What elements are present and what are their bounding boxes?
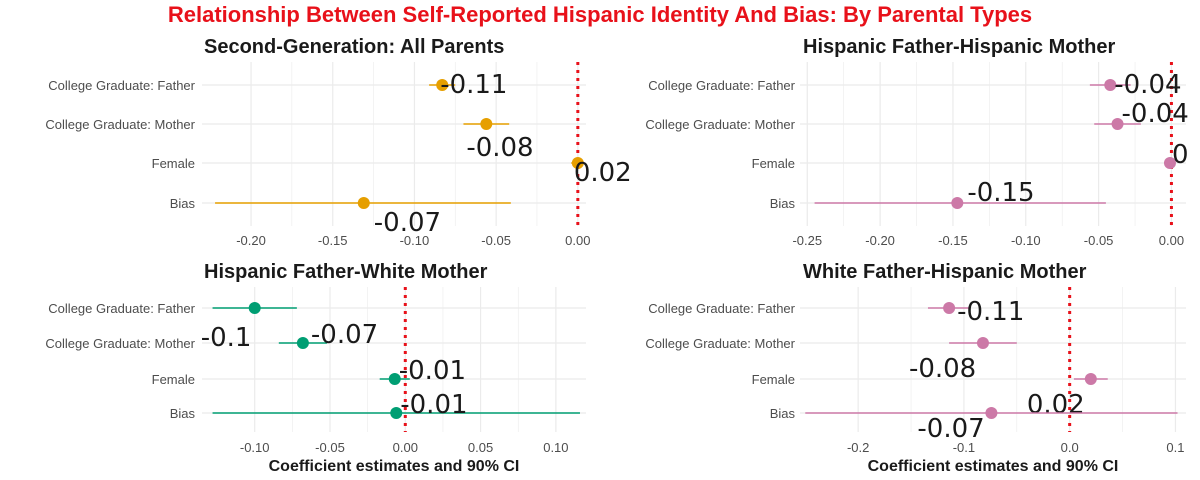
x-axis-label: Coefficient estimates and 90% CI xyxy=(868,458,1119,475)
y-tick-label: College Graduate: Father xyxy=(648,78,795,93)
x-tick-label: -0.15 xyxy=(318,233,348,248)
point-estimate xyxy=(1111,118,1124,130)
y-tick-label: College Graduate: Mother xyxy=(645,336,795,351)
y-tick-label: College Graduate: Father xyxy=(48,301,195,316)
data-label: -0.1 xyxy=(201,323,252,353)
point-estimate xyxy=(248,302,261,314)
data-label: -0.01 xyxy=(399,356,466,386)
data-label: -0.07 xyxy=(311,320,378,350)
x-tick-label: -0.05 xyxy=(1084,233,1114,248)
panel-title: Second-Generation: All Parents xyxy=(204,36,504,58)
x-tick-label: -0.10 xyxy=(240,440,270,455)
y-tick-label: Bias xyxy=(170,406,196,421)
point-estimate xyxy=(388,373,401,385)
x-tick-label: 0.0 xyxy=(1061,440,1079,455)
x-tick-label: 0.00 xyxy=(565,233,590,248)
y-tick-label: Bias xyxy=(770,406,796,421)
y-tick-label: Bias xyxy=(170,196,196,211)
point-estimate xyxy=(571,157,584,169)
x-tick-label: -0.25 xyxy=(792,233,822,248)
panel-4: White Father-Hispanic Mother College Grad… xyxy=(645,261,1186,475)
x-tick-label: -0.20 xyxy=(865,233,895,248)
point-estimate xyxy=(943,302,956,314)
data-label: 0 xyxy=(1172,140,1189,170)
point-estimate xyxy=(480,118,493,130)
y-tick-label: College Graduate: Mother xyxy=(645,117,795,132)
data-label: -0.04 xyxy=(1114,70,1181,100)
point-estimate xyxy=(1084,373,1097,385)
data-label: -0.08 xyxy=(909,354,976,384)
x-tick-label: -0.05 xyxy=(315,440,345,455)
panel-title: Hispanic Father-White Mother xyxy=(204,261,488,283)
x-tick-label: 0.1 xyxy=(1166,440,1184,455)
y-tick-label: Female xyxy=(152,372,195,387)
x-tick-label: 0.05 xyxy=(468,440,493,455)
y-tick-label: College Graduate: Father xyxy=(648,301,795,316)
x-tick-label: -0.05 xyxy=(481,233,511,248)
data-label: -0.04 xyxy=(1122,99,1189,129)
point-estimate xyxy=(1104,79,1117,91)
y-tick-label: Female xyxy=(752,156,795,171)
data-label: -0.11 xyxy=(440,70,507,100)
data-label: -0.07 xyxy=(374,208,441,238)
data-label: -0.01 xyxy=(400,390,467,420)
y-tick-label: College Graduate: Mother xyxy=(45,336,195,351)
data-label: 0.02 xyxy=(574,158,632,188)
x-tick-label: -0.15 xyxy=(938,233,968,248)
panel-title: Hispanic Father-Hispanic Mother xyxy=(803,36,1115,58)
point-estimate xyxy=(985,407,998,419)
panel-1: Second-Generation: All Parents College Gr… xyxy=(45,36,631,248)
point-estimate xyxy=(436,79,449,91)
y-tick-label: Bias xyxy=(770,196,796,211)
main-title: Relationship Between Self-Reported Hispa… xyxy=(167,2,1033,27)
x-tick-label: -0.2 xyxy=(847,440,869,455)
point-estimate xyxy=(951,197,964,209)
y-tick-label: College Graduate: Father xyxy=(48,78,195,93)
x-tick-label: -0.20 xyxy=(236,233,266,248)
point-estimate xyxy=(976,337,989,349)
point-estimate xyxy=(1163,157,1176,169)
x-tick-label: -0.10 xyxy=(400,233,430,248)
y-tick-label: Female xyxy=(752,372,795,387)
x-axis-label: Coefficient estimates and 90% CI xyxy=(269,458,520,475)
point-estimate xyxy=(390,407,403,419)
x-tick-label: 0.10 xyxy=(543,440,568,455)
panel-2: Hispanic Father-Hispanic Mother College G… xyxy=(645,36,1188,248)
x-tick-label: 0.00 xyxy=(1159,233,1184,248)
y-tick-label: College Graduate: Mother xyxy=(45,117,195,132)
y-tick-label: Female xyxy=(152,156,195,171)
point-estimate xyxy=(357,197,370,209)
data-label: -0.11 xyxy=(957,297,1024,327)
data-label: 0.02 xyxy=(1027,390,1085,420)
data-label: -0.07 xyxy=(917,414,984,444)
panel-3: Hispanic Father-White Mother College Grad… xyxy=(45,261,586,475)
x-tick-label: -0.1 xyxy=(953,440,975,455)
data-label: -0.08 xyxy=(466,133,533,163)
x-tick-label: 0.00 xyxy=(393,440,418,455)
x-tick-label: -0.10 xyxy=(1011,233,1041,248)
point-estimate xyxy=(296,337,309,349)
panel-title: White Father-Hispanic Mother xyxy=(803,261,1087,283)
data-label: -0.15 xyxy=(967,178,1034,208)
